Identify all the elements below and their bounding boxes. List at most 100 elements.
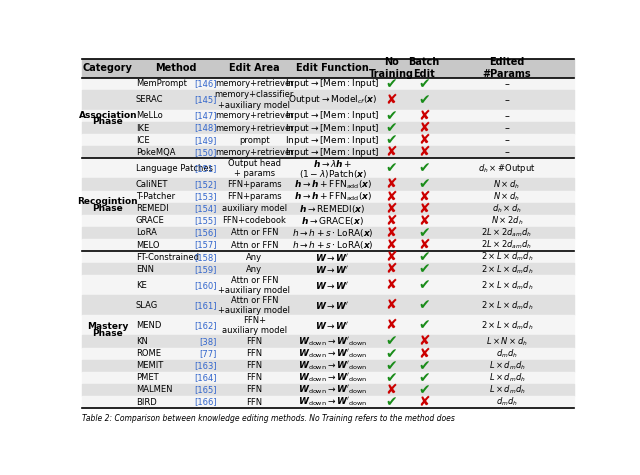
Text: $L \times d_m d_h$: $L \times d_m d_h$ — [488, 360, 525, 372]
Text: $2 \times L \times d_m d_h$: $2 \times L \times d_m d_h$ — [481, 299, 533, 312]
Text: ✘: ✘ — [386, 178, 397, 191]
Text: Any: Any — [246, 265, 262, 274]
Text: [164]: [164] — [194, 373, 216, 382]
Text: [160]: [160] — [194, 281, 216, 290]
Text: memory+retriever: memory+retriever — [215, 112, 294, 121]
Text: Batch
Edit: Batch Edit — [408, 57, 440, 79]
Text: LoRA: LoRA — [136, 228, 157, 238]
Bar — [81, 215, 575, 227]
Bar — [81, 396, 575, 408]
Bar — [81, 122, 575, 134]
Text: memory+retriever: memory+retriever — [215, 79, 294, 88]
Text: ✘: ✘ — [419, 145, 430, 159]
Text: ✘: ✘ — [386, 250, 397, 264]
Text: Association: Association — [79, 111, 137, 120]
Text: [154]: [154] — [194, 204, 216, 213]
Text: Attn or FFN
+auxiliary model: Attn or FFN +auxiliary model — [218, 276, 291, 295]
Text: FFN: FFN — [246, 349, 262, 358]
Text: ✘: ✘ — [386, 226, 397, 240]
Text: $\boldsymbol{W}_{\mathrm{down}} \to \boldsymbol{W}'_{\mathrm{down}}$: $\boldsymbol{W}_{\mathrm{down}} \to \bol… — [298, 384, 367, 396]
Text: $\boldsymbol{h} \to \lambda\boldsymbol{h}+$: $\boldsymbol{h} \to \lambda\boldsymbol{h… — [313, 158, 353, 169]
Bar — [81, 78, 575, 90]
Text: MEMIT: MEMIT — [136, 361, 163, 370]
Text: FFN+params: FFN+params — [227, 192, 282, 201]
Bar — [81, 315, 575, 335]
Text: ✔: ✔ — [386, 359, 397, 373]
Text: $\mathrm{Input} \to [\mathrm{Mem : Input}]$: $\mathrm{Input} \to [\mathrm{Mem : Input… — [285, 109, 380, 123]
Text: $\boldsymbol{W}_{\mathrm{down}} \to \boldsymbol{W}'_{\mathrm{down}}$: $\boldsymbol{W}_{\mathrm{down}} \to \bol… — [298, 335, 367, 348]
Text: ENN: ENN — [136, 265, 154, 274]
Text: [155]: [155] — [194, 216, 216, 225]
Text: $2L \times 2d_{am}d_h$: $2L \times 2d_{am}d_h$ — [481, 239, 532, 251]
Text: $L \times d_m d_h$: $L \times d_m d_h$ — [488, 384, 525, 396]
Text: ✔: ✔ — [419, 262, 430, 276]
Text: ✔: ✔ — [419, 359, 430, 373]
Text: ✔: ✔ — [386, 121, 397, 135]
Text: FFN+params: FFN+params — [227, 180, 282, 189]
Text: $\boldsymbol{W}_{\mathrm{down}} \to \boldsymbol{W}'_{\mathrm{down}}$: $\boldsymbol{W}_{\mathrm{down}} \to \bol… — [298, 396, 367, 408]
Text: ✘: ✘ — [419, 334, 430, 349]
Bar — [81, 263, 575, 276]
Text: Phase: Phase — [93, 117, 124, 126]
Text: [148]: [148] — [194, 124, 216, 133]
Bar — [81, 110, 575, 122]
Text: –: – — [504, 79, 509, 89]
Text: ✔: ✔ — [419, 178, 430, 191]
Text: ✘: ✘ — [419, 202, 430, 216]
Text: FFN+
auxiliary model: FFN+ auxiliary model — [222, 316, 287, 335]
Text: –: – — [504, 135, 509, 145]
Text: memory+classifier
+auxiliary model: memory+classifier +auxiliary model — [214, 90, 294, 110]
Text: $2 \times L \times d_m d_h$: $2 \times L \times d_m d_h$ — [481, 279, 533, 292]
Text: ✔: ✔ — [386, 334, 397, 349]
Text: Attn or FFN: Attn or FFN — [230, 228, 278, 238]
Text: $\boldsymbol{h} \to \boldsymbol{h} + \mathrm{FFN}_{\mathrm{add}}(\boldsymbol{x}): $\boldsymbol{h} \to \boldsymbol{h} + \ma… — [294, 178, 372, 191]
Text: ✔: ✔ — [419, 226, 430, 240]
Text: ✔: ✔ — [386, 347, 397, 361]
Text: [156]: [156] — [194, 228, 216, 238]
Text: [145]: [145] — [194, 95, 216, 104]
Text: Edit Area: Edit Area — [229, 63, 280, 73]
Text: Attn or FFN
+auxiliary model: Attn or FFN +auxiliary model — [218, 296, 291, 315]
Text: $\boldsymbol{h} \to \mathrm{GRACE}(\boldsymbol{x})$: $\boldsymbol{h} \to \mathrm{GRACE}(\bold… — [301, 215, 364, 227]
Text: Phase: Phase — [93, 204, 124, 213]
Text: $\boldsymbol{W} \to \boldsymbol{W}'$: $\boldsymbol{W} \to \boldsymbol{W}'$ — [316, 320, 350, 331]
Text: MALMEN: MALMEN — [136, 386, 172, 394]
Bar — [81, 239, 575, 251]
Text: ✘: ✘ — [386, 202, 397, 216]
Text: ✘: ✘ — [419, 395, 430, 409]
Text: $\boldsymbol{W}_{\mathrm{down}} \to \boldsymbol{W}'_{\mathrm{down}}$: $\boldsymbol{W}_{\mathrm{down}} \to \bol… — [298, 360, 367, 372]
Text: $d_m d_h$: $d_m d_h$ — [496, 396, 518, 408]
Text: $N \times 2d_h$: $N \times 2d_h$ — [491, 215, 524, 227]
Text: $d_m d_h$: $d_m d_h$ — [496, 347, 518, 360]
Text: SERAC: SERAC — [136, 95, 163, 104]
Text: $\mathrm{Input} \to [\mathrm{Mem : Input}]$: $\mathrm{Input} \to [\mathrm{Mem : Input… — [285, 122, 380, 134]
Text: [146]: [146] — [194, 79, 216, 88]
Bar — [81, 295, 575, 315]
Text: [151]: [151] — [194, 164, 216, 173]
Text: $\mathrm{Input} \to [\mathrm{Mem : Input}]$: $\mathrm{Input} \to [\mathrm{Mem : Input… — [285, 146, 380, 159]
Text: Edit Function: Edit Function — [296, 63, 369, 73]
Text: BIRD: BIRD — [136, 398, 157, 407]
Text: Edited
#Params: Edited #Params — [483, 57, 531, 79]
Text: Language Patches: Language Patches — [136, 164, 212, 173]
Text: $L \times N \times d_h$: $L \times N \times d_h$ — [486, 335, 528, 348]
Text: KN: KN — [136, 337, 148, 346]
Text: ✔: ✔ — [419, 77, 430, 91]
Text: [158]: [158] — [194, 253, 216, 262]
Text: ✘: ✘ — [419, 214, 430, 228]
Text: [150]: [150] — [194, 148, 216, 157]
Text: FFN: FFN — [246, 361, 262, 370]
Text: $\boldsymbol{h} \to \mathrm{REMEDI}(\boldsymbol{x})$: $\boldsymbol{h} \to \mathrm{REMEDI}(\bol… — [300, 203, 366, 215]
Text: FFN: FFN — [246, 337, 262, 346]
Text: [149]: [149] — [194, 136, 216, 145]
Text: Recogintion: Recogintion — [77, 197, 138, 206]
Text: ✘: ✘ — [419, 133, 430, 147]
Bar — [81, 276, 575, 295]
Text: Mastery: Mastery — [87, 322, 129, 331]
Text: REMEDI: REMEDI — [136, 204, 168, 213]
Bar — [81, 146, 575, 159]
Text: $2 \times L \times d_m d_h$: $2 \times L \times d_m d_h$ — [481, 263, 533, 276]
Text: PMET: PMET — [136, 373, 159, 382]
Text: ✔: ✔ — [419, 162, 430, 175]
Text: $\mathrm{Output} \to \mathrm{Model}_{cf}(\boldsymbol{x})$: $\mathrm{Output} \to \mathrm{Model}_{cf}… — [288, 94, 378, 106]
